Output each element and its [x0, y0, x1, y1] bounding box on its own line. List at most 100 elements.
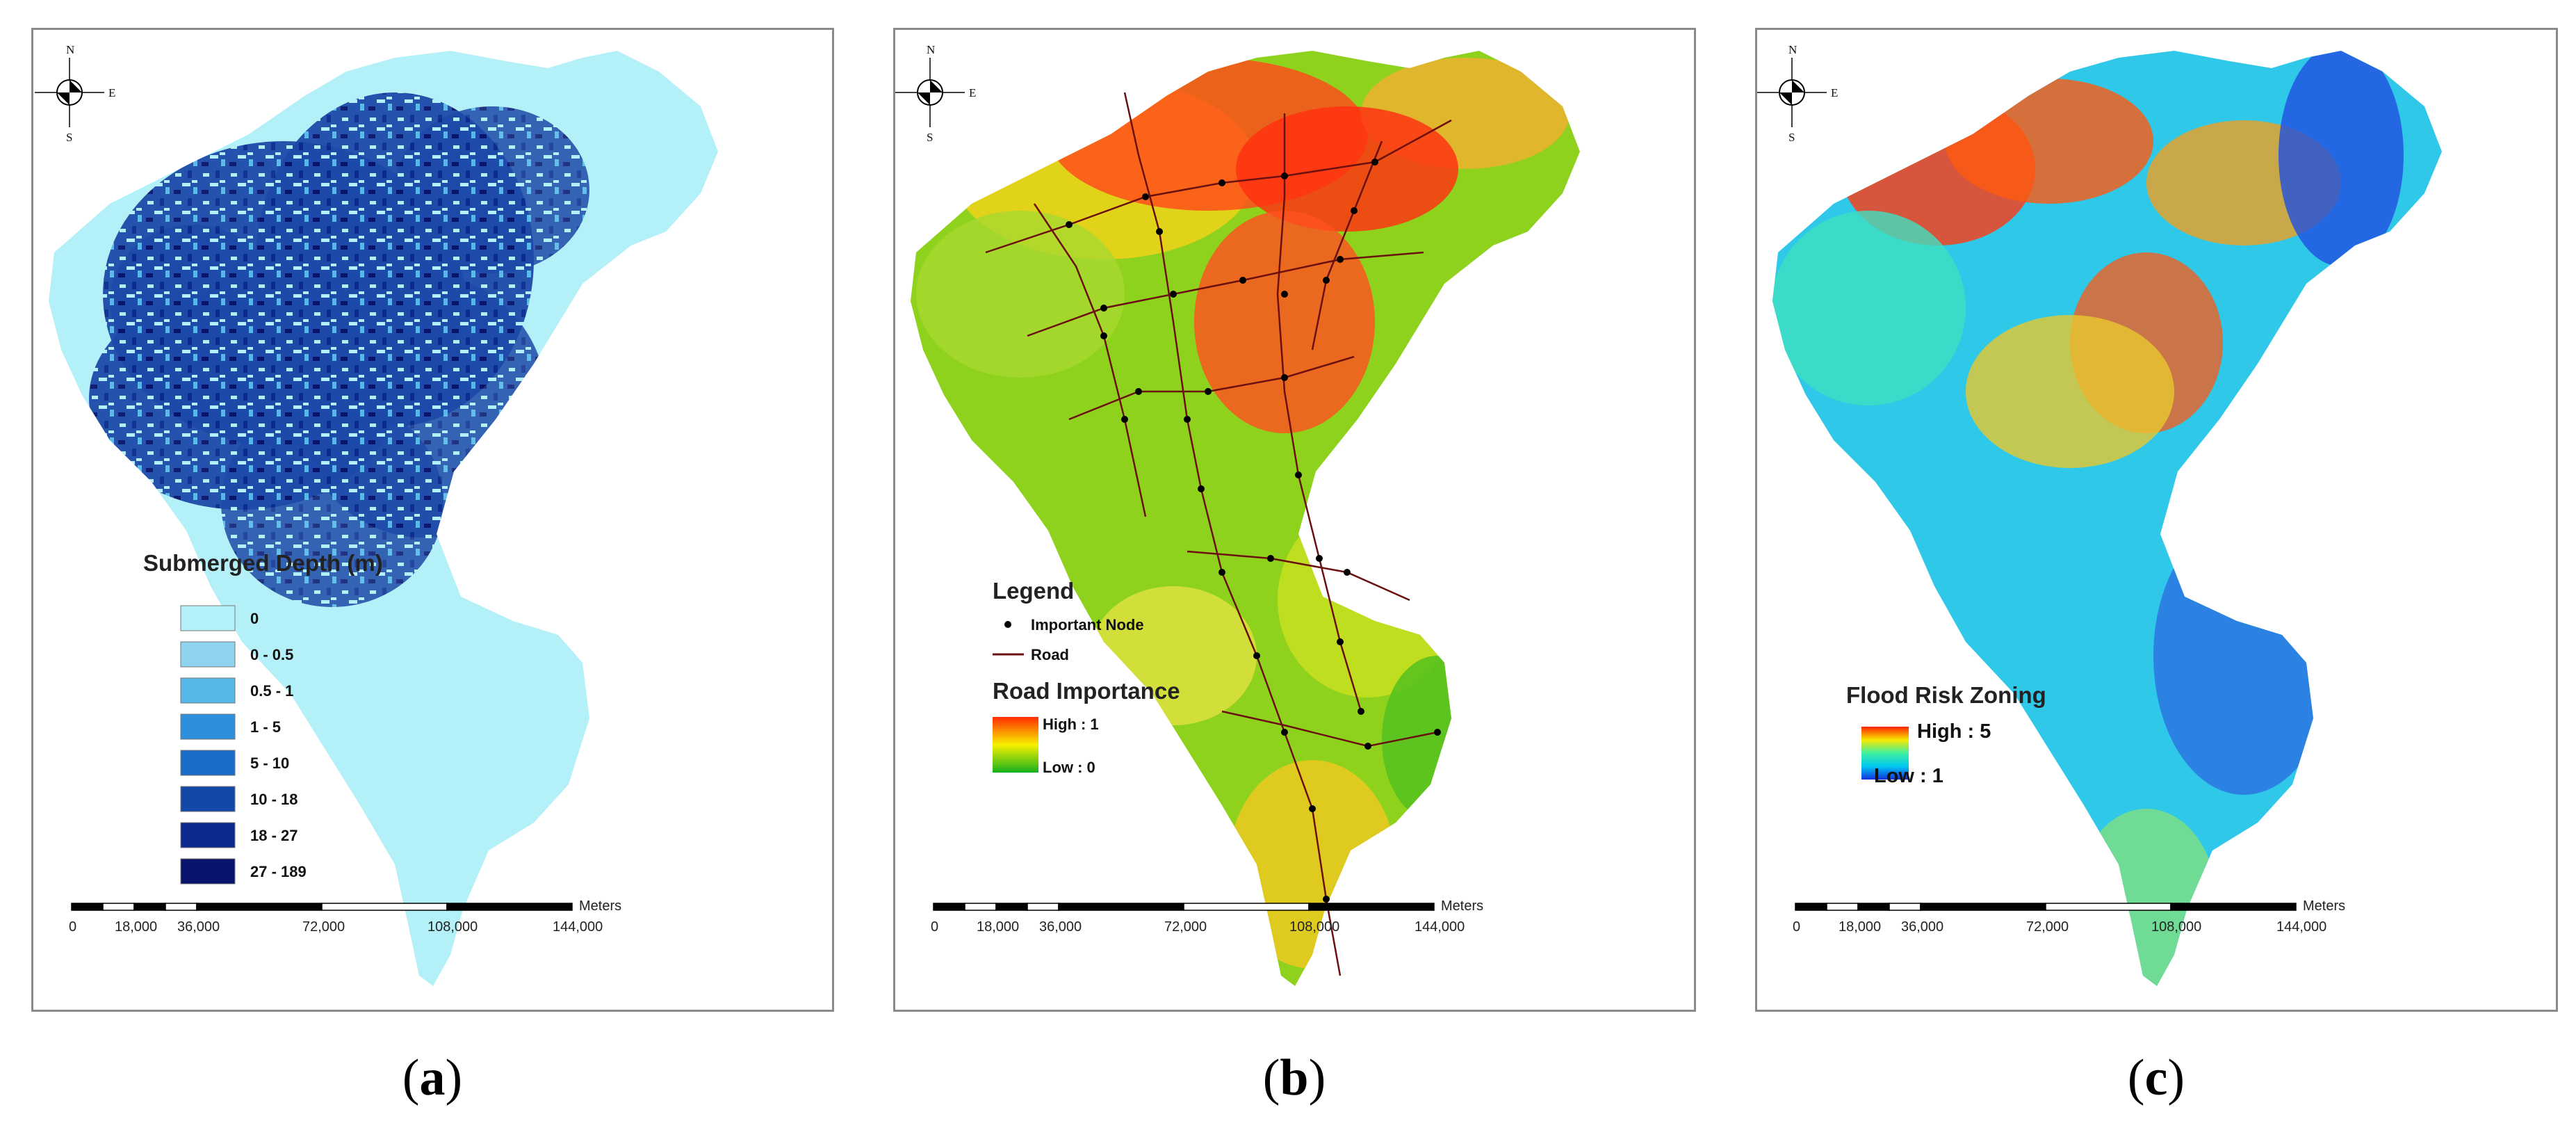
important-node	[1142, 193, 1149, 200]
important-node	[1170, 291, 1177, 298]
important-node	[1434, 729, 1441, 736]
important-node	[1295, 471, 1302, 478]
north-arrow-label: S	[1788, 131, 1795, 144]
road	[1027, 251, 1424, 337]
importance-ramp	[993, 717, 1038, 773]
scale-bar-b: 0 18,000 36,000 72,000 108,000 144,000 Meters	[931, 898, 1483, 935]
scale-tick-label: 36,000	[1039, 919, 1082, 935]
important-node	[1337, 638, 1344, 645]
legend-title: Legend	[993, 578, 1074, 604]
depth-class-swatch	[180, 858, 236, 885]
important-node	[1198, 485, 1205, 492]
depth-class-label: 0	[250, 610, 259, 627]
scale-unit: Meters	[1441, 898, 1483, 914]
important-node	[1267, 555, 1274, 562]
depth-class-label: 1 - 5	[250, 718, 281, 736]
caption-c: (c)	[2127, 1049, 2185, 1106]
scale-tick-label: 36,000	[1901, 919, 1943, 935]
scale-tick-label: 108,000	[427, 919, 478, 935]
north-arrow-label: E	[969, 86, 976, 99]
important-node	[1218, 569, 1225, 576]
important-node	[1281, 729, 1288, 736]
important-node	[1358, 708, 1364, 715]
road	[1311, 140, 1383, 350]
important-node	[1121, 416, 1128, 423]
caption-a: (a)	[402, 1049, 463, 1106]
depth-class-swatch	[180, 786, 236, 812]
scale-tick-label: 0	[69, 919, 76, 935]
depth-class-swatch	[180, 713, 236, 740]
scale-tick-label: 108,000	[1289, 919, 1339, 935]
road-importance-map: NSEW Legend Important Node Road Road Imp…	[895, 43, 1580, 986]
important-node	[1100, 332, 1107, 339]
flood-risk-map: NSEW Flood Risk Zoning High : 5 Low : 1 …	[1757, 43, 2442, 986]
legend-road: Legend Important Node Road Road Importan…	[993, 578, 1180, 776]
legend-title: Submerged Depth (m)	[143, 550, 383, 576]
scale-tick-label: 72,000	[302, 919, 345, 935]
important-node	[1281, 172, 1288, 179]
important-node	[1364, 743, 1371, 750]
north-arrow-a: NSEW	[35, 43, 115, 144]
north-arrow-label: E	[1831, 86, 1838, 99]
depth-class-swatch	[180, 677, 236, 704]
important-node	[1100, 305, 1107, 312]
important-node	[1337, 256, 1344, 263]
north-arrow-c: NSEW	[1757, 43, 1838, 144]
important-node	[1184, 416, 1191, 423]
important-node	[1323, 277, 1330, 284]
scale-tick-label: 144,000	[2276, 919, 2326, 935]
map-panel-flood-risk: NSEW Flood Risk Zoning High : 5 Low : 1 …	[1755, 28, 2558, 1012]
ramp-high: High : 1	[1043, 716, 1099, 733]
scale-tick-label: 72,000	[2026, 919, 2069, 935]
scale-tick-label: 0	[931, 919, 938, 935]
important-node	[1281, 291, 1288, 298]
north-arrow-label: S	[66, 131, 72, 144]
important-node	[1156, 228, 1163, 235]
scale-tick-label: 72,000	[1164, 919, 1207, 935]
depth-class-swatch	[180, 605, 236, 631]
road	[1276, 113, 1362, 712]
important-node	[1135, 388, 1142, 395]
legend-submerged-depth: Submerged Depth (m) 0 0 - 0.5 0.5 - 1 1 - 5…	[143, 550, 383, 885]
depth-class-swatch	[180, 641, 236, 668]
north-arrow-label: N	[1788, 43, 1797, 56]
important-node	[1205, 388, 1212, 395]
important-node	[1344, 569, 1351, 576]
scale-tick-label: 18,000	[977, 919, 1019, 935]
important-node	[1066, 221, 1073, 228]
ramp-low: Low : 1	[1874, 765, 1943, 787]
node-symbol	[1004, 621, 1011, 628]
legend-title: Flood Risk Zoning	[1846, 682, 2046, 708]
scale-bar-a: 0 18,000 36,000 72,000 108,000 144,000 Meters	[69, 898, 621, 935]
region-fill	[911, 51, 1580, 986]
ramp-low: Low : 0	[1043, 759, 1095, 776]
scale-tick-label: 108,000	[2151, 919, 2201, 935]
important-node	[1316, 555, 1323, 562]
depth-class-label: 0.5 - 1	[250, 682, 293, 700]
scale-bar-c: 0 18,000 36,000 72,000 108,000 144,000 Meters	[1793, 898, 2345, 935]
scale-tick-label: 144,000	[553, 919, 603, 935]
region-fill	[49, 51, 718, 986]
important-node	[1351, 207, 1358, 214]
important-node	[1253, 652, 1260, 659]
risk-ramp	[1861, 727, 1909, 780]
depth-class-label: 0 - 0.5	[250, 646, 293, 663]
depth-class-label: 10 - 18	[250, 791, 298, 808]
north-arrow-label: N	[927, 43, 935, 56]
scale-unit: Meters	[2303, 898, 2345, 914]
road	[1221, 710, 1438, 748]
scale-unit: Meters	[579, 898, 621, 914]
legend-flood-risk: Flood Risk Zoning High : 5 Low : 1	[1846, 682, 2046, 787]
road	[1187, 550, 1410, 602]
caption-b: (b)	[1262, 1049, 1326, 1106]
north-arrow-label: E	[108, 86, 115, 99]
north-arrow-label: N	[66, 43, 74, 56]
ramp-high: High : 5	[1917, 720, 1991, 743]
map-panel-submerged-depth: NSEW Submerged Depth (m) 00 - 0.50.5 - 1…	[31, 28, 834, 1012]
important-node	[1371, 159, 1378, 166]
depth-class-label: 27 - 189	[250, 863, 307, 880]
scale-tick-label: 36,000	[177, 919, 220, 935]
road-label: Road	[1031, 646, 1069, 663]
important-node	[1323, 896, 1330, 903]
node-label: Important Node	[1031, 616, 1144, 633]
